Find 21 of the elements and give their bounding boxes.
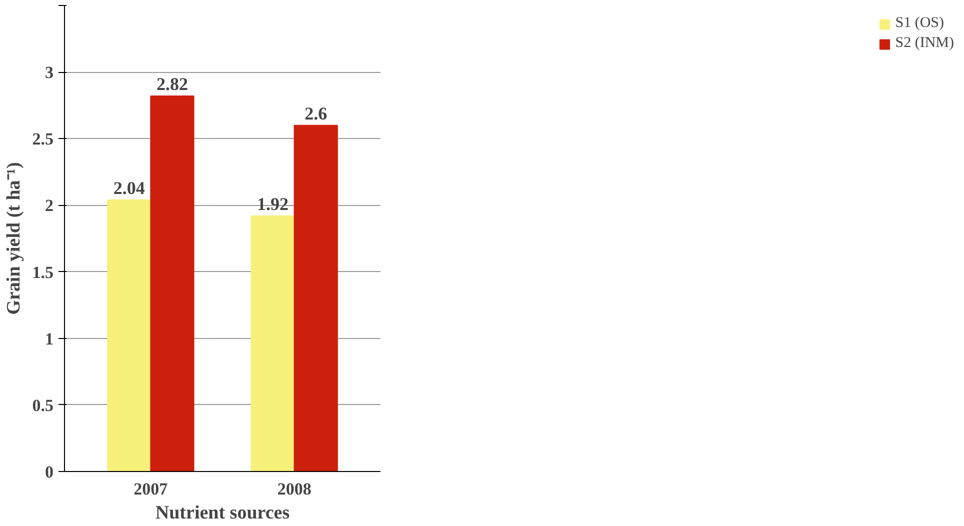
x-axis-title: Nutrient sources xyxy=(155,502,290,524)
y-axis-title: Grain yield (t ha⁻¹) xyxy=(3,162,24,315)
data-label: 1.92 xyxy=(257,194,289,214)
data-label: 2.82 xyxy=(156,74,188,94)
y-tick-label: 3 xyxy=(45,63,54,82)
y-tick-label: 2 xyxy=(45,196,54,216)
y-tick-label: 1.5 xyxy=(32,262,54,282)
bar xyxy=(294,124,338,472)
y-tick-label: 0 xyxy=(45,462,54,482)
y-tick-label: 1 xyxy=(45,329,54,348)
data-label: 2.04 xyxy=(113,178,145,198)
y-tick-label: 2.5 xyxy=(32,130,54,149)
y-tick-label: 0.5 xyxy=(32,396,54,415)
x-tick-label: 2007 xyxy=(134,480,168,498)
bar xyxy=(250,215,295,472)
bar xyxy=(107,199,152,472)
legend-label: S1 (OS) xyxy=(895,15,944,32)
data-label: 2.6 xyxy=(304,103,328,124)
legend-label: S2 (INM) xyxy=(895,35,954,52)
x-tick-label: 2008 xyxy=(277,480,312,498)
bar xyxy=(150,96,194,472)
